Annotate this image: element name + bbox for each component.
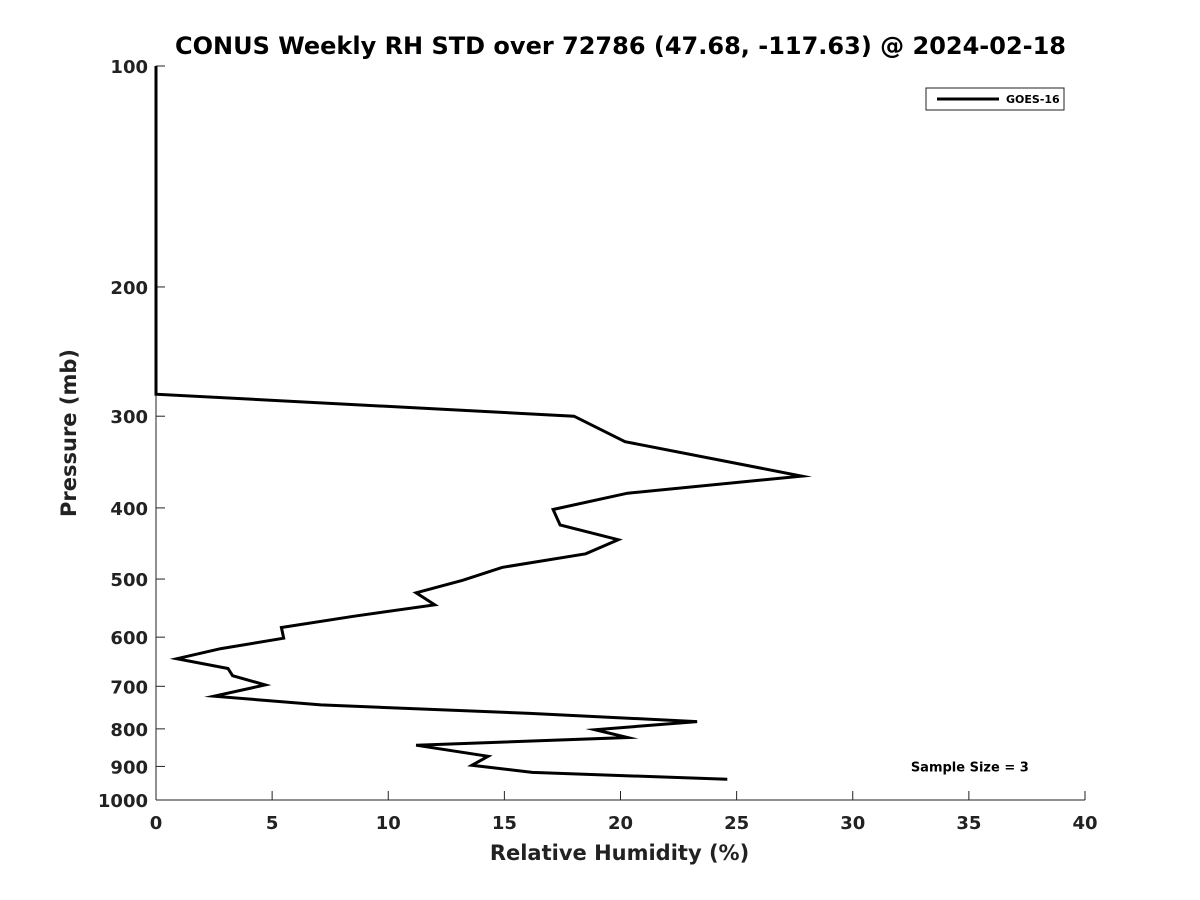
x-tick-label: 40 (1072, 813, 1097, 834)
y-tick-label: 500 (110, 570, 148, 591)
sample-size-annotation: Sample Size = 3 (911, 760, 1029, 775)
series-line-goes-16 (154, 66, 813, 781)
plot-area: CONUS Weekly RH STD over 72786 (47.68, -… (57, 32, 1098, 865)
x-tick-label: 0 (150, 813, 163, 834)
y-tick-label: 600 (110, 628, 148, 649)
x-tick-label: 25 (724, 813, 749, 834)
y-tick-label: 400 (110, 499, 148, 520)
y-tick-label: 300 (110, 407, 148, 428)
x-tick-label: 5 (266, 813, 279, 834)
x-axis-label: Relative Humidity (%) (490, 841, 749, 865)
chart-title: CONUS Weekly RH STD over 72786 (47.68, -… (175, 32, 1066, 60)
x-tick-label: 15 (492, 813, 517, 834)
y-tick-label: 1000 (98, 791, 148, 812)
y-tick-label: 100 (110, 57, 148, 78)
y-tick-label: 200 (110, 278, 148, 299)
x-tick-label: 20 (608, 813, 633, 834)
x-tick-label: 10 (376, 813, 401, 834)
x-tick-label: 35 (956, 813, 981, 834)
y-tick-label: 700 (110, 677, 148, 698)
legend-label: GOES-16 (1006, 93, 1060, 106)
y-tick-label: 900 (110, 757, 148, 778)
y-tick-label: 800 (110, 720, 148, 741)
x-tick-label: 30 (840, 813, 865, 834)
y-axis-label: Pressure (mb) (57, 349, 81, 517)
